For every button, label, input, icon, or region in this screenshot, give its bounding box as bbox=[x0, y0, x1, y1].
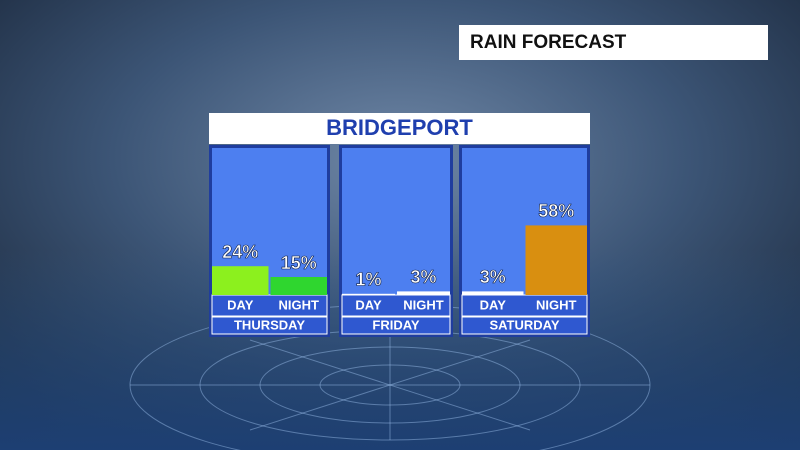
x-tick-label: NIGHT bbox=[403, 297, 444, 312]
radar-rings bbox=[129, 304, 651, 450]
bar bbox=[397, 291, 450, 295]
category-row bbox=[341, 294, 451, 317]
value-label: 1% bbox=[355, 270, 381, 290]
group-row bbox=[211, 316, 328, 335]
x-tick-label: DAY bbox=[227, 297, 254, 312]
bar bbox=[342, 293, 395, 295]
header-box bbox=[459, 25, 768, 60]
header: RAIN FORECAST bbox=[470, 32, 627, 53]
group-row bbox=[461, 316, 588, 335]
x-tick-label: NIGHT bbox=[279, 297, 320, 312]
x-tick-label: DAY bbox=[480, 297, 507, 312]
category-row bbox=[461, 294, 588, 317]
value-label: 15% bbox=[281, 253, 317, 273]
x-tick-label: DAY bbox=[355, 297, 382, 312]
value-label: 58% bbox=[538, 201, 574, 221]
value-label: 24% bbox=[222, 242, 258, 262]
bar bbox=[525, 225, 587, 295]
value-label: 3% bbox=[410, 267, 436, 287]
chart-title: BRIDGEPORT bbox=[326, 115, 473, 140]
panel-plot bbox=[342, 148, 450, 295]
group-label: THURSDAY bbox=[234, 317, 305, 332]
bar bbox=[212, 266, 269, 295]
bar bbox=[462, 291, 524, 295]
chart: THURSDAY DAY 24% NIGHT 15% FRIDAY DAY 1% NIGHT 3%… bbox=[209, 145, 590, 337]
value-label: 3% bbox=[480, 267, 506, 287]
title-box bbox=[209, 113, 590, 144]
group-label: SATURDAY bbox=[489, 317, 559, 332]
x-tick-label: NIGHT bbox=[536, 297, 577, 312]
group-label: FRIDAY bbox=[372, 317, 420, 332]
category-row bbox=[211, 294, 328, 317]
group-row bbox=[341, 316, 451, 335]
bar bbox=[270, 277, 327, 295]
